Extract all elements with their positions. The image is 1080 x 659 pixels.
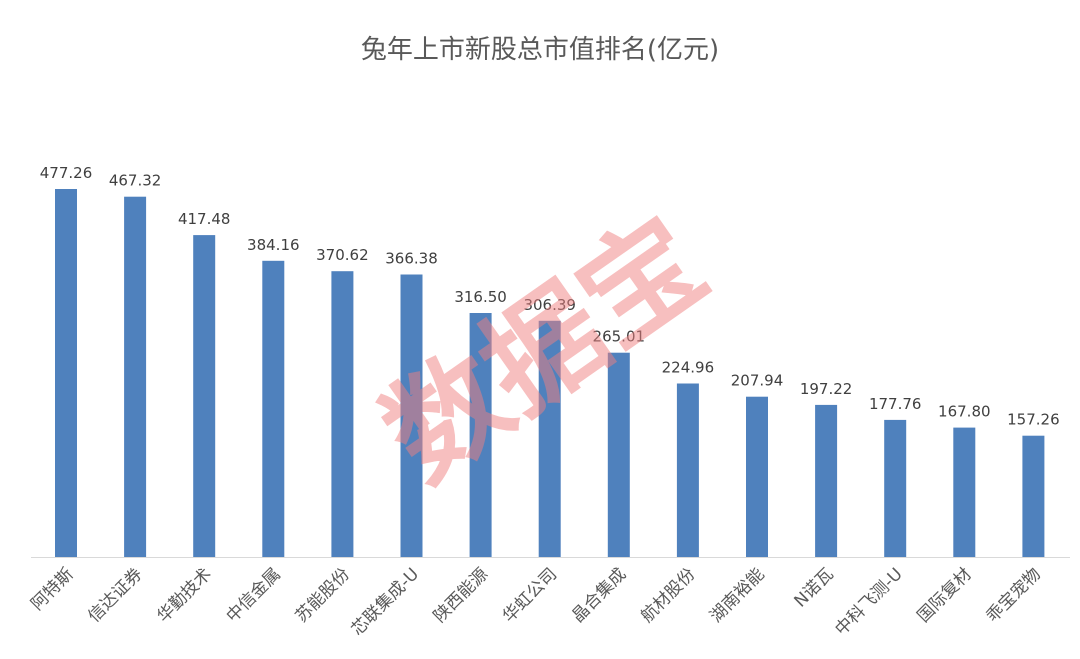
bar (1022, 435, 1045, 557)
bar (746, 396, 768, 557)
x-tick-label: N诺瓦 (790, 564, 837, 611)
data-label: 224.96 (662, 359, 715, 377)
bars-layer (55, 189, 1045, 557)
bar (884, 419, 907, 557)
x-tick-label: 中信金属 (223, 564, 285, 626)
data-label: 197.22 (800, 380, 853, 398)
x-tick-label: 苏能股份 (292, 564, 354, 626)
bar (815, 404, 838, 557)
bar (400, 274, 423, 557)
bar (262, 260, 285, 557)
x-tick-label: 晶合集成 (568, 564, 630, 626)
bar (953, 427, 976, 557)
data-label: 306.39 (523, 296, 576, 314)
data-label: 177.76 (869, 395, 922, 413)
labels-layer: 477.26 467.32 417.48 384.16 370.62 366.38 316.… (40, 164, 1060, 429)
data-label: 370.62 (316, 246, 369, 264)
data-label: 366.38 (385, 250, 438, 268)
x-tick-label: 湖南裕能 (706, 564, 768, 626)
x-tick-label: 芯联集成-U (348, 564, 423, 639)
x-tick-label: 华勤技术 (154, 564, 216, 626)
data-label: 467.32 (109, 172, 162, 190)
bar (124, 196, 147, 557)
data-label: 477.26 (40, 164, 93, 182)
x-tick-label: 航材股份 (637, 564, 699, 626)
bar (676, 383, 699, 557)
bar (538, 320, 561, 557)
x-tick-label: 阿特斯 (27, 564, 77, 614)
x-tick-label: 陕西能源 (430, 564, 492, 626)
data-label: 167.80 (938, 403, 991, 421)
data-label: 384.16 (247, 236, 300, 254)
data-label: 157.26 (1007, 411, 1060, 429)
data-label: 417.48 (178, 210, 231, 228)
bar (331, 271, 354, 557)
x-tick-label: 国际复材 (914, 564, 976, 626)
data-label: 265.01 (593, 328, 646, 346)
x-tick-label: 信达证券 (84, 564, 146, 626)
data-label: 316.50 (454, 288, 507, 306)
x-tick-label: 华虹公司 (499, 564, 561, 626)
bar (55, 189, 77, 557)
bar (193, 235, 216, 557)
bar (469, 313, 492, 557)
data-label: 207.94 (731, 372, 784, 390)
x-tick-label: 乖宝宠物 (983, 564, 1045, 626)
x-tick-label: 中科飞测-U (831, 564, 906, 639)
chart-title: 兔年上市新股总市值排名(亿元) (361, 35, 719, 65)
bar (607, 352, 630, 557)
